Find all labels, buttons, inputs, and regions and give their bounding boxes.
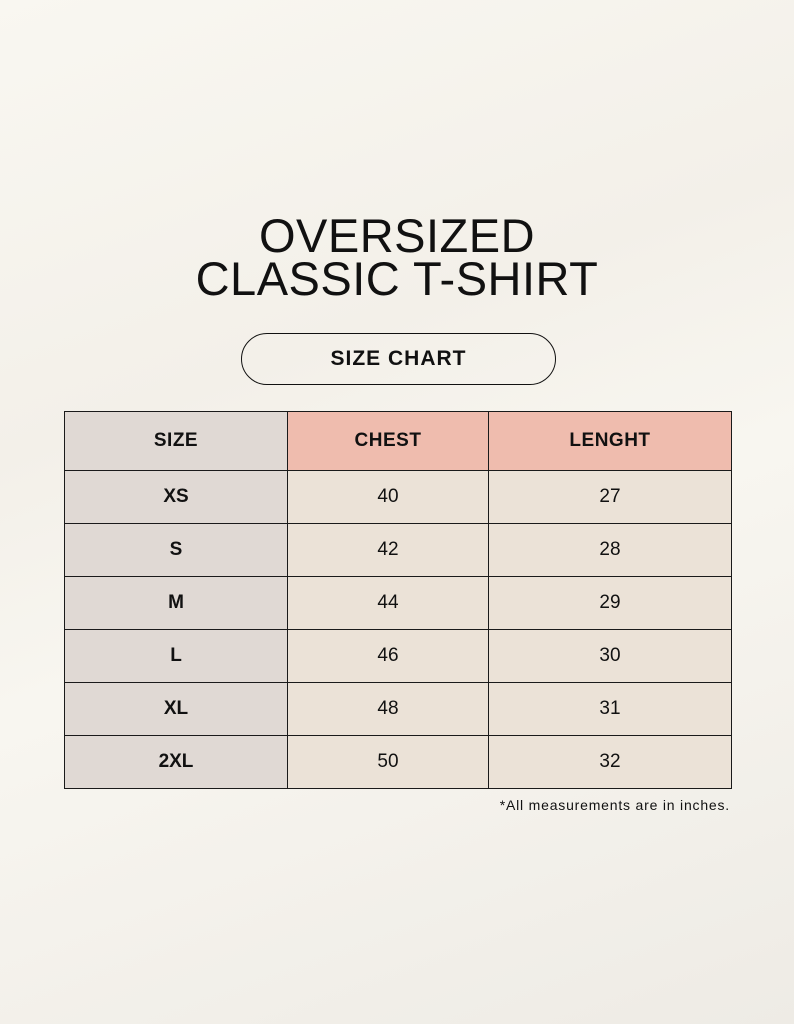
size-chart-badge: SIZE CHART — [241, 333, 556, 385]
cell-chest: 46 — [287, 629, 489, 683]
cell-length: 32 — [487, 735, 733, 789]
table-row: XL 48 31 — [64, 682, 733, 736]
table-row: 2XL 50 32 — [64, 735, 733, 789]
size-chart-table: SIZE CHEST LENGHT XS 40 27 S 42 28 M 44 29 L 46 30 X… — [64, 411, 733, 789]
cell-chest: 44 — [287, 576, 489, 630]
table-row: L 46 30 — [64, 629, 733, 683]
cell-chest: 42 — [287, 523, 489, 577]
cell-length: 29 — [487, 576, 733, 630]
cell-chest: 40 — [287, 470, 489, 524]
cell-length: 31 — [487, 682, 733, 736]
table-row: S 42 28 — [64, 523, 733, 577]
measurement-note: *All measurements are in inches. — [499, 797, 730, 813]
cell-size: XS — [64, 470, 288, 524]
table-row: XS 40 27 — [64, 470, 733, 524]
header-length: LENGHT — [487, 411, 733, 471]
title-line-2: CLASSIC T-SHIRT — [195, 252, 599, 305]
cell-size: M — [64, 576, 288, 630]
cell-size: S — [64, 523, 288, 577]
cell-chest: 50 — [287, 735, 489, 789]
header-size: SIZE — [64, 411, 288, 471]
cell-length: 27 — [487, 470, 733, 524]
cell-size: L — [64, 629, 288, 683]
cell-size: XL — [64, 682, 288, 736]
table-row: M 44 29 — [64, 576, 733, 630]
table-header-row: SIZE CHEST LENGHT — [64, 411, 733, 471]
page-title: OVERSIZED CLASSIC T-SHIRT — [0, 209, 794, 305]
cell-chest: 48 — [287, 682, 489, 736]
title-line-1: OVERSIZED — [258, 209, 536, 262]
header-chest: CHEST — [287, 411, 489, 471]
cell-size: 2XL — [64, 735, 288, 789]
cell-length: 28 — [487, 523, 733, 577]
cell-length: 30 — [487, 629, 733, 683]
